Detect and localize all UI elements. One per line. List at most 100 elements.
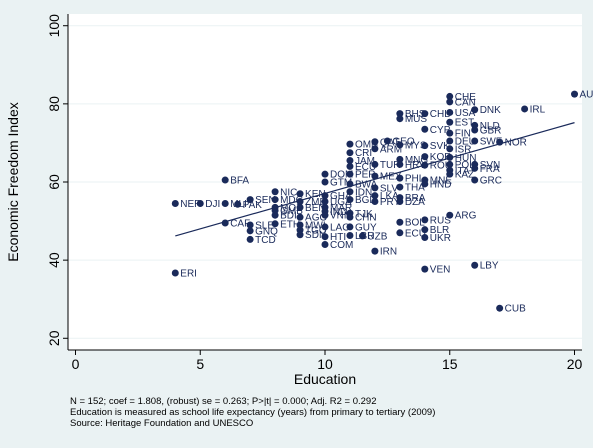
data-point	[371, 145, 379, 153]
data-point	[396, 110, 404, 118]
x-axis: 0 5 10 15 20	[68, 349, 583, 372]
point-label: ECU	[355, 162, 376, 173]
data-point	[296, 231, 304, 239]
data-point	[271, 196, 279, 204]
data-point	[421, 216, 429, 224]
point-label: FRA	[480, 164, 500, 175]
data-point	[221, 176, 229, 184]
data-point	[358, 232, 366, 240]
point-label: UZB	[367, 231, 387, 242]
data-point	[171, 199, 179, 207]
point-label: BEN	[305, 203, 326, 214]
point-label: KEN	[305, 189, 326, 200]
data-point	[396, 141, 404, 149]
data-point	[246, 227, 254, 235]
point-label: TCD	[255, 235, 276, 246]
data-point	[346, 232, 354, 240]
data-point	[421, 161, 429, 169]
point-label: MDG	[280, 195, 304, 206]
data-point	[246, 221, 254, 229]
data-point	[496, 138, 504, 146]
point-label: CAF	[230, 219, 250, 230]
data-point	[471, 261, 479, 269]
point-label: SEN	[255, 195, 276, 206]
data-point	[321, 170, 329, 178]
data-point	[446, 98, 454, 106]
data-point	[571, 90, 579, 98]
data-point	[296, 203, 304, 211]
point-label: GHA	[330, 191, 352, 202]
point-label: USA	[455, 108, 476, 119]
data-point	[471, 176, 479, 184]
data-point	[321, 233, 329, 241]
point-label: HUN	[455, 153, 477, 164]
data-point	[471, 106, 479, 114]
point-label: GBR	[480, 126, 502, 137]
point-label: DZA	[405, 197, 425, 208]
point-label: UGA	[330, 197, 352, 208]
data-point	[446, 170, 454, 178]
note-definition: Education is measured as school life exp…	[70, 407, 436, 418]
point-label: BOL	[405, 218, 425, 229]
data-point	[396, 183, 404, 191]
y-axis: 20 40 60 80 100	[46, 14, 69, 350]
point-label: MNG	[405, 155, 429, 166]
point-label: ERI	[180, 269, 197, 280]
point-label: SVN	[480, 160, 501, 171]
point-label: EST	[455, 118, 474, 129]
data-point	[346, 140, 354, 148]
point-label: OMN	[355, 140, 378, 151]
data-point	[346, 170, 354, 178]
data-point	[446, 108, 454, 116]
point-label: TGO	[305, 226, 327, 237]
point-label: LKA	[380, 191, 399, 202]
point-label: DOM	[330, 170, 353, 181]
point-label: MYS	[405, 140, 427, 151]
point-label: GRC	[480, 176, 502, 187]
data-point	[296, 190, 304, 198]
data-point	[196, 199, 204, 207]
point-label: PRY	[380, 197, 401, 208]
point-label: NER	[180, 199, 201, 210]
data-point	[346, 223, 354, 231]
point-label: BFA	[230, 176, 249, 187]
data-point	[421, 226, 429, 234]
y-tick-label: 80	[46, 96, 62, 112]
point-label: ETH	[280, 219, 300, 230]
y-tick-label: 20	[46, 330, 62, 346]
point-label: MAR	[330, 203, 352, 214]
data-point	[471, 164, 479, 172]
data-point	[346, 157, 354, 165]
point-label: BWA	[355, 179, 378, 190]
point-label: GUY	[355, 222, 377, 233]
note-stats: N = 152; coef = 1.808, (robust) se = 0.2…	[70, 396, 377, 407]
point-label: ECU	[405, 228, 426, 239]
data-point	[396, 174, 404, 182]
point-label: MUS	[405, 114, 428, 125]
point-label: AGO	[305, 213, 327, 224]
data-point	[371, 247, 379, 255]
point-label: GEO	[392, 136, 414, 147]
point-label: NLD	[480, 121, 500, 132]
x-tick-label: 0	[72, 356, 80, 372]
point-label: GNQ	[255, 226, 278, 237]
point-label: CYP	[430, 125, 451, 136]
data-point	[396, 115, 404, 123]
point-label: PAK	[243, 200, 263, 211]
point-label: ARG	[455, 211, 477, 222]
point-label: CAN	[455, 97, 476, 108]
data-point	[371, 172, 379, 180]
data-point	[221, 219, 229, 227]
x-tick-label: 10	[317, 356, 333, 372]
x-tick-label: 15	[442, 356, 458, 372]
data-point	[321, 241, 329, 249]
data-point	[321, 223, 329, 231]
point-label: GTM	[330, 178, 352, 189]
point-label: MNE	[430, 176, 453, 187]
data-point	[296, 221, 304, 229]
data-point	[271, 188, 279, 196]
point-label: NOR	[505, 138, 527, 149]
point-label: GMB	[280, 206, 303, 217]
